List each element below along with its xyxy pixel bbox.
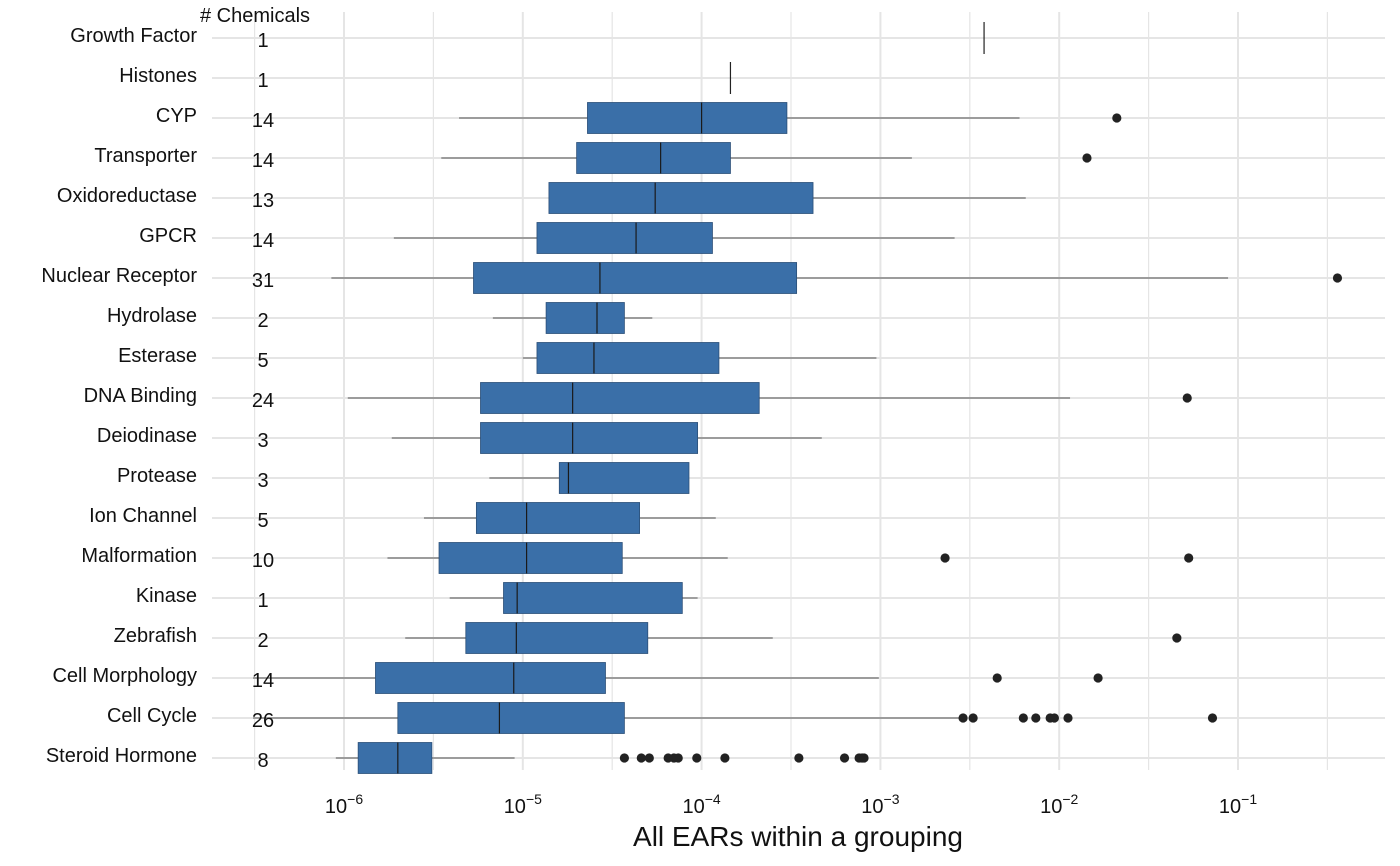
category-label: Transporter — [94, 145, 197, 167]
chemical-count-label: 8 — [257, 750, 268, 772]
chemical-count-label: 2 — [257, 630, 268, 652]
chemical-count-label: 3 — [257, 470, 268, 492]
chemical-count-label: 14 — [252, 230, 274, 252]
outlier-point — [644, 753, 654, 763]
iqr-box — [375, 662, 606, 694]
x-tick-label: 10−2 — [1040, 791, 1078, 818]
iqr-box — [587, 102, 788, 134]
category-label: GPCR — [139, 225, 197, 247]
outlier-point — [619, 753, 629, 763]
outlier-point — [1018, 713, 1028, 723]
chemical-count-label: 31 — [252, 270, 274, 292]
category-label: Nuclear Receptor — [41, 265, 197, 287]
category-label: Zebrafish — [114, 625, 197, 647]
x-tick-label: 10−3 — [861, 791, 899, 818]
x-tick-label: 10−1 — [1219, 791, 1257, 818]
chemical-count-label: 5 — [257, 350, 268, 372]
iqr-box — [545, 302, 625, 334]
category-label: Malformation — [81, 545, 197, 567]
chemical-count-label: 1 — [257, 590, 268, 612]
category-label: Ion Channel — [89, 505, 197, 527]
iqr-box — [397, 702, 625, 734]
chemical-count-label: 5 — [257, 510, 268, 532]
iqr-box — [503, 582, 683, 614]
outlier-point — [1031, 713, 1041, 723]
outlier-point — [992, 673, 1002, 683]
x-axis-title: All EARs within a grouping — [633, 821, 963, 852]
outlier-point — [1049, 713, 1059, 723]
iqr-box — [438, 542, 623, 574]
category-label: Steroid Hormone — [46, 745, 197, 767]
outlier-point — [839, 753, 850, 763]
iqr-box — [473, 262, 798, 294]
iqr-box — [536, 342, 720, 374]
category-label: Growth Factor — [70, 25, 197, 47]
iqr-box — [548, 182, 814, 214]
iqr-box — [357, 742, 433, 774]
chemical-count-label: 2 — [257, 310, 268, 332]
category-label: Cell Morphology — [52, 665, 197, 687]
outlier-point — [859, 753, 869, 763]
marks-layer — [253, 22, 1343, 774]
chemical-count-label: 3 — [257, 430, 268, 452]
outlier-point — [1063, 713, 1073, 723]
category-label: Histones — [119, 65, 197, 87]
chemical-count-label: 10 — [252, 550, 274, 572]
outlier-point — [1093, 673, 1103, 683]
chemical-count-label: 13 — [252, 190, 274, 212]
labels-layer: 10−6 10−5 10−4 10−3 10−2 10−1 Growth Factor 1 Hi… — [41, 25, 1257, 818]
outlier-point — [673, 753, 683, 763]
outlier-point — [1332, 273, 1343, 283]
x-tick-label: 10−6 — [325, 791, 363, 818]
x-tick-label: 10−5 — [504, 791, 542, 818]
category-label: Deiodinase — [97, 425, 197, 447]
iqr-box — [480, 422, 699, 454]
outlier-point — [940, 553, 950, 563]
chemical-count-label: 14 — [252, 670, 274, 692]
category-label: DNA Binding — [84, 385, 197, 407]
outlier-point — [968, 713, 978, 723]
outlier-point — [692, 753, 702, 763]
outlier-point — [1172, 633, 1182, 643]
category-label: Oxidoreductase — [57, 185, 197, 207]
outlier-point — [720, 753, 730, 763]
category-label: Esterase — [118, 345, 197, 367]
category-label: Cell Cycle — [107, 705, 197, 727]
chemical-count-label: 14 — [252, 110, 274, 132]
iqr-box — [480, 382, 760, 414]
outlier-point — [1082, 153, 1092, 163]
chemical-count-label: 1 — [257, 30, 268, 52]
outlier-point — [1184, 553, 1194, 563]
count-header: # Chemicals — [200, 5, 310, 27]
outlier-point — [636, 753, 646, 763]
outlier-point — [958, 713, 968, 723]
category-label: Hydrolase — [107, 305, 197, 327]
chemical-count-label: 26 — [252, 710, 274, 732]
category-label: Protease — [117, 465, 197, 487]
outlier-point — [1207, 713, 1218, 723]
chemical-count-label: 14 — [252, 150, 274, 172]
iqr-box — [475, 502, 640, 534]
iqr-box — [465, 622, 649, 654]
chemical-count-label: 24 — [252, 390, 274, 412]
outlier-point — [794, 753, 804, 763]
iqr-box — [558, 462, 690, 494]
grid-layer — [212, 12, 1385, 770]
category-label: CYP — [156, 105, 197, 127]
iqr-box — [536, 222, 713, 254]
iqr-box — [576, 142, 731, 174]
x-tick-label: 10−4 — [682, 791, 720, 818]
outlier-point — [1112, 113, 1122, 123]
outlier-point — [1182, 393, 1192, 403]
chemical-count-label: 1 — [257, 70, 268, 92]
category-label: Kinase — [136, 585, 197, 607]
